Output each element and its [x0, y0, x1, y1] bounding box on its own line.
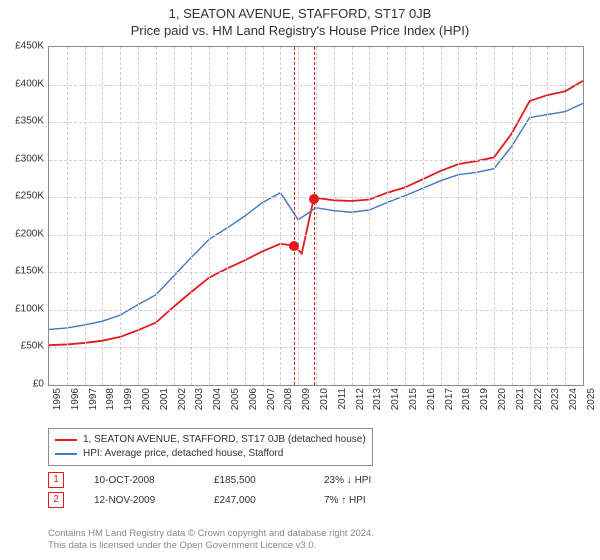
footnote: Contains HM Land Registry data © Crown c…	[48, 528, 374, 552]
x-tick-label: 2004	[212, 388, 223, 410]
title-block: 1, SEATON AVENUE, STAFFORD, ST17 0JB Pri…	[0, 0, 600, 38]
legend-row: HPI: Average price, detached house, Staf…	[55, 447, 366, 461]
y-tick-label: £400K	[15, 78, 44, 89]
x-tick-label: 2015	[408, 388, 419, 410]
x-tick-label: 2019	[479, 388, 490, 410]
x-tick-label: 2017	[444, 388, 455, 410]
y-tick-label: £350K	[15, 116, 44, 127]
x-tick-label: 2013	[372, 388, 383, 410]
y-tick-label: £250K	[15, 191, 44, 202]
x-tick-label: 2007	[266, 388, 277, 410]
x-tick-label: 2022	[533, 388, 544, 410]
x-tick-label: 2002	[177, 388, 188, 410]
legend-label: HPI: Average price, detached house, Staf…	[83, 447, 283, 461]
x-tick-label: 2025	[586, 388, 597, 410]
sale-marker-vline	[294, 47, 295, 385]
x-tick-label: 2023	[550, 388, 561, 410]
legend-label: 1, SEATON AVENUE, STAFFORD, ST17 0JB (de…	[83, 433, 366, 447]
legend: 1, SEATON AVENUE, STAFFORD, ST17 0JB (de…	[48, 428, 373, 466]
sale-table: 1 10-OCT-2008 £185,500 23% ↓ HPI 2 12-NOV-200…	[48, 470, 414, 510]
title-subtitle: Price paid vs. HM Land Registry's House …	[0, 23, 600, 38]
sale-date: 10-OCT-2008	[94, 475, 184, 486]
sale-row: 2 12-NOV-2009 £247,000 7% ↑ HPI	[48, 490, 414, 510]
x-tick-label: 2018	[461, 388, 472, 410]
page-root: 1, SEATON AVENUE, STAFFORD, ST17 0JB Pri…	[0, 0, 600, 560]
sale-marker-vline	[314, 47, 315, 385]
x-tick-label: 2003	[194, 388, 205, 410]
sale-delta: 7% ↑ HPI	[324, 495, 414, 506]
sale-marker-dot	[309, 194, 319, 204]
x-tick-label: 2006	[248, 388, 259, 410]
footnote-line2: This data is licensed under the Open Gov…	[48, 540, 374, 552]
x-tick-label: 1996	[70, 388, 81, 410]
sale-index-box: 2	[48, 492, 64, 508]
legend-row: 1, SEATON AVENUE, STAFFORD, ST17 0JB (de…	[55, 433, 366, 447]
x-tick-label: 1997	[88, 388, 99, 410]
x-tick-label: 2001	[159, 388, 170, 410]
x-tick-label: 2005	[230, 388, 241, 410]
x-tick-label: 2014	[390, 388, 401, 410]
legend-swatch	[55, 439, 77, 441]
x-tick-label: 2021	[515, 388, 526, 410]
sale-index-box: 1	[48, 472, 64, 488]
chart-plot-area	[48, 46, 584, 386]
sale-price: £247,000	[214, 495, 294, 506]
sale-row: 1 10-OCT-2008 £185,500 23% ↓ HPI	[48, 470, 414, 490]
y-tick-label: £300K	[15, 153, 44, 164]
y-tick-label: £100K	[15, 303, 44, 314]
y-tick-label: £150K	[15, 266, 44, 277]
x-tick-label: 2020	[497, 388, 508, 410]
sale-date: 12-NOV-2009	[94, 495, 184, 506]
x-tick-label: 2024	[568, 388, 579, 410]
footnote-line1: Contains HM Land Registry data © Crown c…	[48, 528, 374, 540]
x-tick-label: 2008	[283, 388, 294, 410]
sale-marker-dot	[289, 241, 299, 251]
y-tick-label: £200K	[15, 228, 44, 239]
x-tick-label: 2010	[319, 388, 330, 410]
x-tick-label: 1999	[123, 388, 134, 410]
title-address: 1, SEATON AVENUE, STAFFORD, ST17 0JB	[0, 6, 600, 21]
x-tick-label: 2011	[337, 388, 348, 410]
x-tick-label: 1998	[105, 388, 116, 410]
legend-swatch	[55, 453, 77, 455]
y-tick-label: £450K	[15, 41, 44, 52]
x-tick-label: 2012	[355, 388, 366, 410]
x-tick-label: 1995	[52, 388, 63, 410]
sale-price: £185,500	[214, 475, 294, 486]
x-tick-label: 2016	[426, 388, 437, 410]
x-tick-label: 2009	[301, 388, 312, 410]
sale-delta: 23% ↓ HPI	[324, 475, 414, 486]
x-tick-label: 2000	[141, 388, 152, 410]
y-tick-label: £50K	[21, 341, 44, 352]
y-tick-label: £0	[33, 379, 44, 390]
